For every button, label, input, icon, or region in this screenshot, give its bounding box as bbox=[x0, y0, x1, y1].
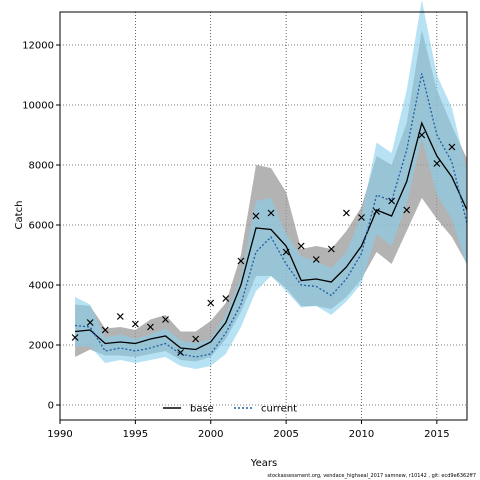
observation-stroke bbox=[448, 143, 456, 151]
observation-stroke bbox=[237, 257, 245, 265]
x-tick-label: 2005 bbox=[273, 429, 298, 440]
observation-point bbox=[388, 197, 396, 205]
legend: base current bbox=[163, 404, 297, 415]
observation-stroke bbox=[207, 299, 215, 307]
observation-point bbox=[448, 143, 456, 151]
observation-point bbox=[147, 323, 154, 331]
x-axis: 1990 1995 2000 2005 2010 2015 bbox=[47, 420, 450, 440]
x-tick-label: 2015 bbox=[424, 429, 449, 440]
observation-point bbox=[312, 256, 320, 263]
observation-stroke bbox=[297, 242, 305, 250]
confidence-bands bbox=[75, 0, 467, 369]
observation-point bbox=[373, 208, 380, 215]
observation-point bbox=[327, 245, 335, 253]
observation-stroke bbox=[282, 248, 290, 256]
observation-stroke bbox=[388, 197, 396, 205]
observation-point bbox=[252, 212, 260, 220]
legend-label-base: base bbox=[190, 404, 214, 415]
observation-stroke bbox=[86, 319, 94, 326]
observation-point bbox=[131, 320, 139, 328]
observation-stroke bbox=[312, 256, 320, 263]
confidence-band-current bbox=[75, 0, 467, 369]
observation-stroke bbox=[403, 206, 411, 214]
observation-stroke bbox=[101, 326, 109, 334]
observation-point bbox=[237, 257, 245, 265]
observations bbox=[71, 131, 456, 356]
confidence-band-base bbox=[75, 30, 467, 362]
y-axis: 0 2000 4000 6000 8000 10000 12000 bbox=[22, 41, 60, 412]
x-tick-label: 1995 bbox=[123, 429, 148, 440]
observation-point bbox=[71, 334, 79, 341]
observation-point bbox=[418, 131, 426, 139]
y-tick-label: 6000 bbox=[29, 221, 54, 232]
observation-stroke bbox=[147, 323, 154, 331]
observation-point bbox=[101, 326, 109, 334]
plot-frame bbox=[59, 11, 468, 421]
footer-note: stockassessment.org, vendace_highseal_20… bbox=[267, 473, 476, 479]
observation-stroke bbox=[358, 214, 365, 221]
observation-point bbox=[116, 313, 124, 320]
observation-stroke bbox=[71, 334, 79, 341]
y-tick-label: 0 bbox=[48, 401, 54, 412]
observation-point bbox=[297, 242, 305, 250]
y-axis-label: Catch bbox=[14, 201, 25, 230]
observation-point bbox=[267, 209, 275, 217]
observation-point bbox=[282, 248, 290, 256]
observation-stroke bbox=[177, 349, 185, 356]
series-line-base bbox=[75, 121, 468, 351]
observation-point bbox=[403, 206, 411, 214]
y-tick-label: 12000 bbox=[22, 41, 54, 52]
observation-point bbox=[207, 299, 215, 307]
observation-point bbox=[433, 160, 441, 167]
series-lines bbox=[75, 73, 468, 358]
observation-point bbox=[342, 209, 350, 217]
observation-point bbox=[162, 316, 169, 323]
observation-point bbox=[358, 214, 365, 221]
x-axis-label: Years bbox=[250, 458, 277, 469]
observation-stroke bbox=[116, 313, 124, 320]
observation-stroke bbox=[162, 316, 169, 323]
observation-stroke bbox=[131, 320, 139, 328]
observation-stroke bbox=[327, 245, 335, 253]
observation-point bbox=[222, 295, 230, 302]
observation-point bbox=[86, 319, 94, 326]
observation-stroke bbox=[252, 212, 260, 220]
y-tick-label: 4000 bbox=[29, 281, 54, 292]
series-line-current bbox=[75, 73, 468, 358]
observation-stroke bbox=[433, 160, 441, 167]
x-tick-label: 2010 bbox=[349, 429, 374, 440]
y-tick-label: 10000 bbox=[22, 101, 54, 112]
observation-stroke bbox=[342, 209, 350, 217]
legend-label-current: current bbox=[261, 404, 297, 415]
x-tick-label: 1990 bbox=[47, 429, 72, 440]
observation-stroke bbox=[373, 208, 380, 215]
observation-stroke bbox=[418, 131, 426, 139]
observation-stroke bbox=[222, 295, 230, 302]
x-tick-label: 2000 bbox=[198, 429, 223, 440]
y-tick-label: 8000 bbox=[29, 161, 54, 172]
observation-stroke bbox=[192, 335, 200, 343]
y-tick-label: 2000 bbox=[29, 341, 54, 352]
observation-stroke bbox=[267, 209, 275, 217]
observation-point bbox=[177, 349, 185, 356]
observation-point bbox=[192, 335, 200, 343]
